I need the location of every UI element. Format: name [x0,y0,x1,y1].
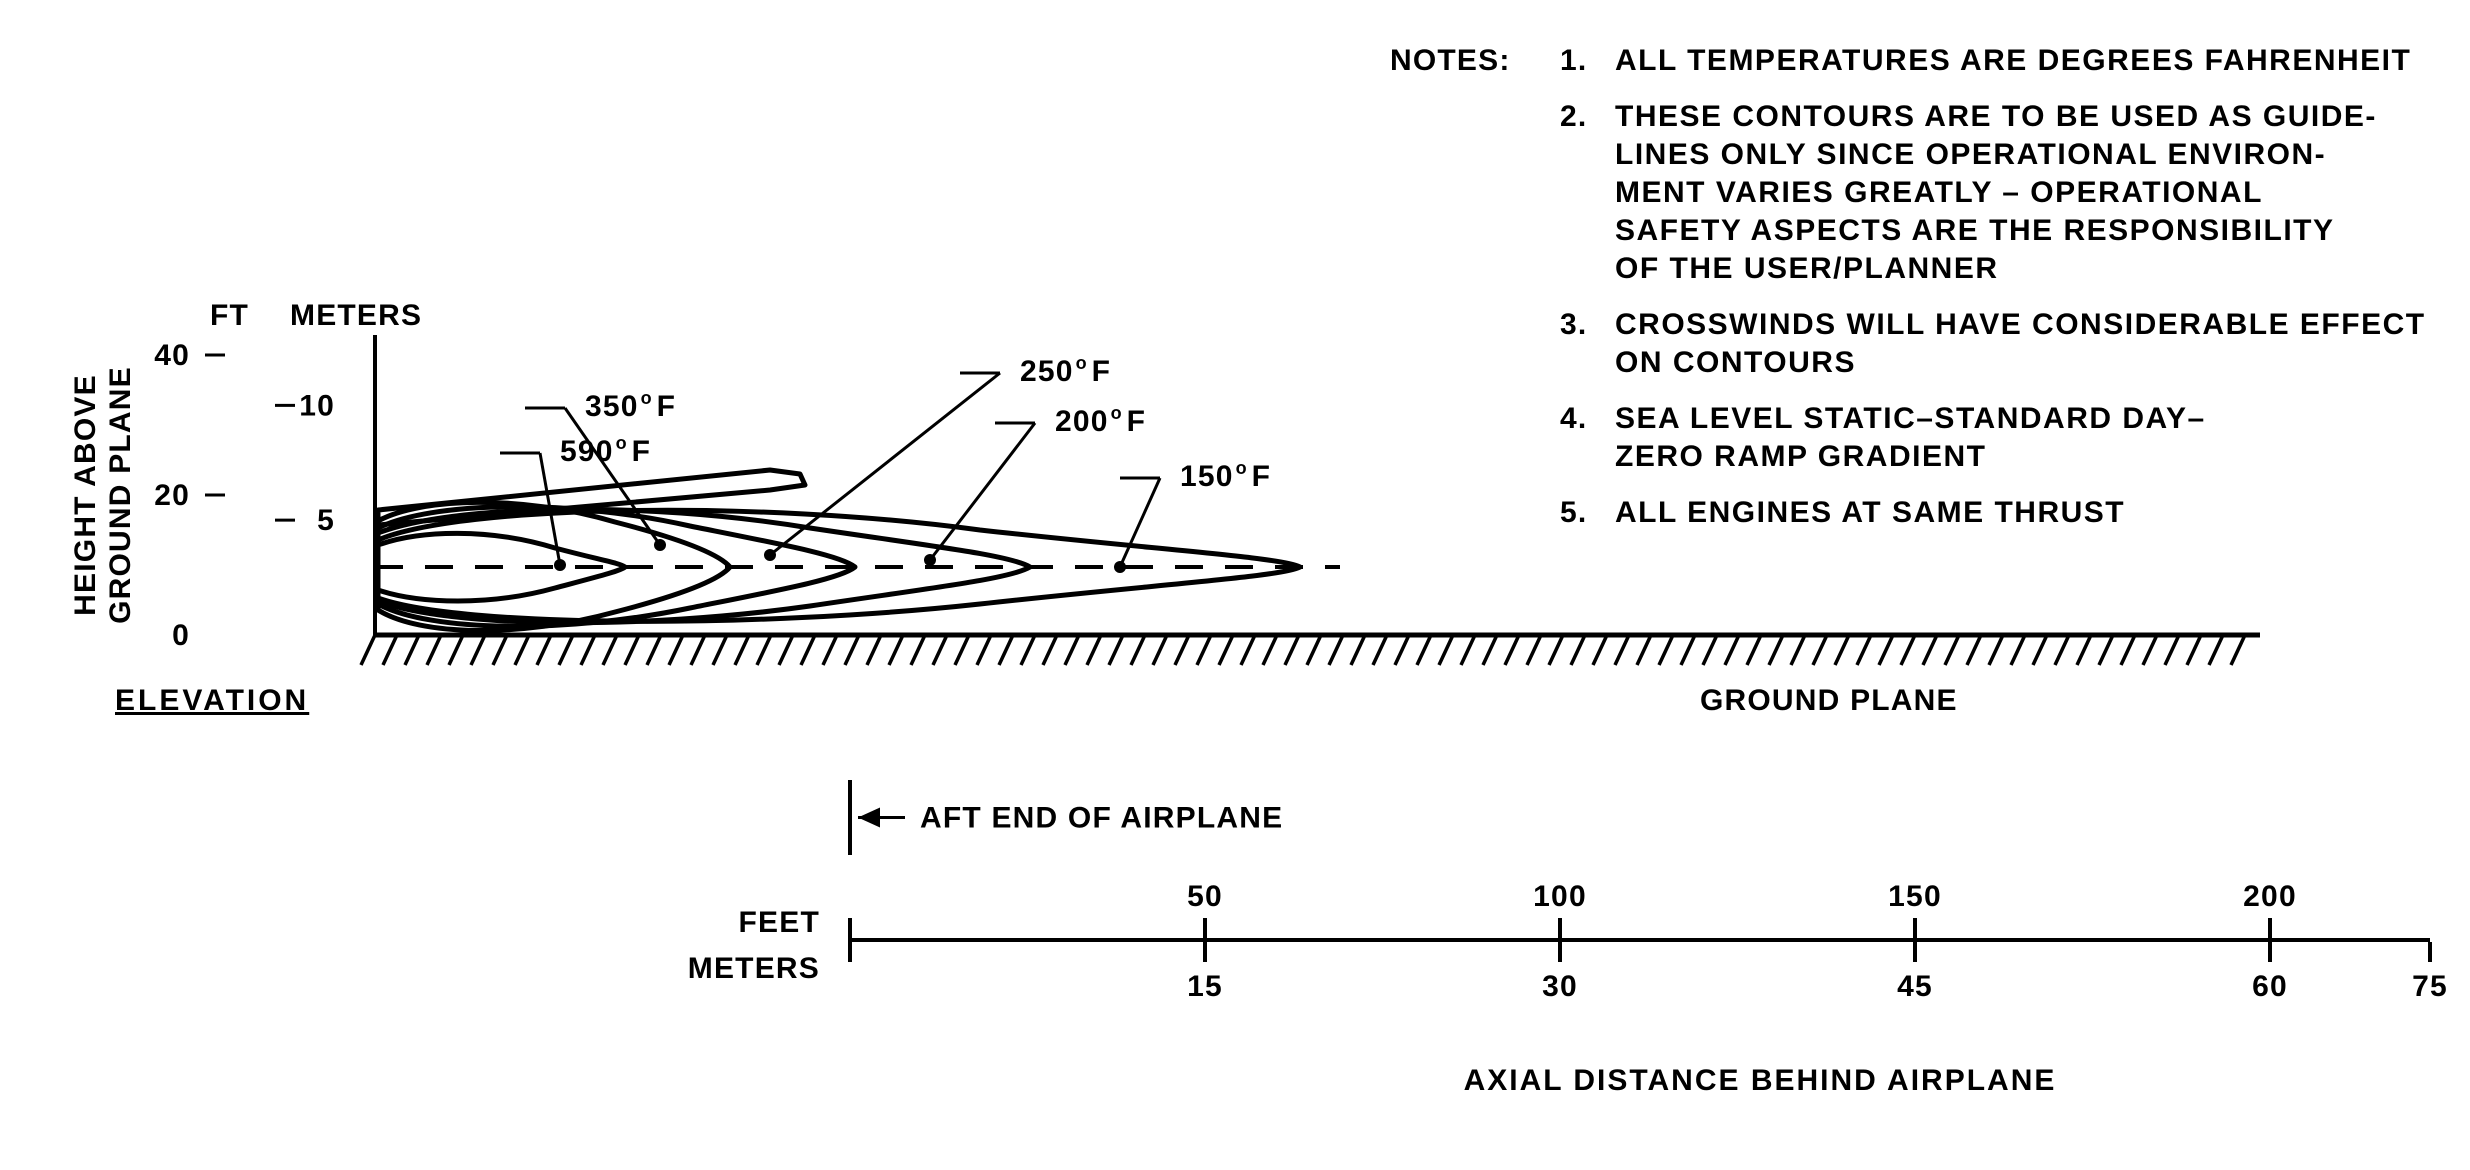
contour-label-f: F [1127,405,1147,438]
note-number: 4. [1560,402,1587,435]
meters-header: METERS [290,299,422,332]
contour-label-f: F [1092,355,1112,388]
note-line: ALL TEMPERATURES ARE DEGREES FAHRENHEIT [1615,44,2411,77]
aft-arrow-head [858,808,880,828]
x-ft-tick-label: 200 [2243,880,2297,913]
note-line: ZERO RAMP GRADIENT [1615,440,1986,473]
x-feet-label: FEET [739,906,820,939]
x-meters-label: METERS [688,952,820,985]
ft-tick-label: 40 [154,339,190,372]
leader-dot-c150 [1114,561,1126,573]
contour-label-f: F [632,435,652,468]
contour-label-f: F [1252,460,1272,493]
degree: o [1236,458,1248,478]
leader-c350 [565,408,660,545]
contour-label-num: 150 [1180,460,1234,493]
note-number: 1. [1560,44,1587,77]
x-ft-tick-label: 50 [1187,880,1223,913]
x-m-tick-label: 60 [2252,970,2288,1003]
note-line: CROSSWINDS WILL HAVE CONSIDERABLE EFFECT [1615,308,2426,341]
contour-label-f: F [657,390,677,423]
leader-c150 [1120,478,1160,567]
note-line: MENT VARIES GREATLY – OPERATIONAL [1615,176,2263,209]
x-m-tick-label: 75 [2412,970,2448,1003]
contour-label-num: 250 [1020,355,1074,388]
aft-label: AFT END OF AIRPLANE [920,802,1283,835]
x-m-tick-label: 15 [1187,970,1223,1003]
degree: o [1076,353,1088,373]
note-number: 3. [1560,308,1587,341]
ground-plane-label: GROUND PLANE [1700,684,1958,717]
leader-dot-c350 [654,539,666,551]
note-line: ALL ENGINES AT SAME THRUST [1615,496,2125,529]
contour-label-c200: 200oF [1055,403,1146,438]
m-tick-label: 10 [299,389,335,422]
note-number: 5. [1560,496,1587,529]
note-line: SEA LEVEL STATIC–STANDARD DAY– [1615,402,2206,435]
contour-label-num: 350 [585,390,639,423]
ft-tick-label: 20 [154,479,190,512]
x-m-tick-label: 30 [1542,970,1578,1003]
contour-label-c590: 590oF [560,433,651,468]
contour-label-num: 200 [1055,405,1109,438]
ft-header: FT [210,299,249,332]
contour-label-num: 590 [560,435,614,468]
yaxis-title: GROUND PLANE [104,366,137,624]
note-number: 2. [1560,100,1587,133]
degree: o [616,433,628,453]
x-axis-title: AXIAL DISTANCE BEHIND AIRPLANE [1464,1064,2057,1097]
note-line: SAFETY ASPECTS ARE THE RESPONSIBILITY [1615,214,2334,247]
contour-label-c150: 150oF [1180,458,1271,493]
leader-dot-c590 [554,559,566,571]
note-line: OF THE USER/PLANNER [1615,252,1999,285]
leader-dot-c250 [764,549,776,561]
degree: o [641,388,653,408]
leader-dot-c200 [924,554,936,566]
ft-tick-label: 0 [172,619,190,652]
note-line: ON CONTOURS [1615,346,1856,379]
contour-label-c350: 350oF [585,388,676,423]
elevation-label: ELEVATION [115,684,309,717]
ground-hatch [361,635,2245,665]
x-ft-tick-label: 100 [1533,880,1587,913]
x-m-tick-label: 45 [1897,970,1933,1003]
note-line: THESE CONTOURS ARE TO BE USED AS GUIDE- [1615,100,2377,133]
yaxis-title: HEIGHT ABOVE [69,374,102,616]
degree: o [1111,403,1123,423]
notes-header: NOTES: [1390,44,1511,77]
x-ft-tick-label: 150 [1888,880,1942,913]
note-line: LINES ONLY SINCE OPERATIONAL ENVIRON- [1615,138,2326,171]
m-tick-label: 5 [317,504,335,537]
leader-c200 [930,423,1035,560]
contour-label-c250: 250oF [1020,353,1111,388]
